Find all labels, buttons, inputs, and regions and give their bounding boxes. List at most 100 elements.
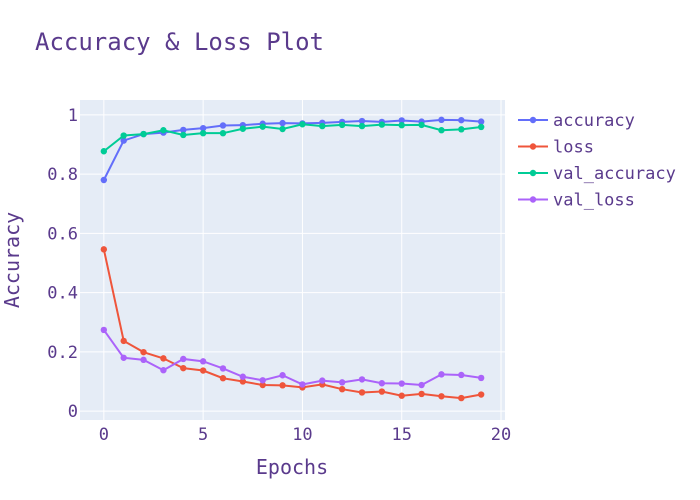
series-line [103,123,482,153]
series-val-loss [100,326,485,389]
data-point [398,117,405,124]
y-axis-ticks: 0 0.2 0.4 0.6 0.8 1 [47,106,78,422]
data-point [140,348,147,356]
legend-marker-icon [529,143,537,150]
data-point [299,381,306,388]
x-tick-label: 20 [491,425,511,445]
data-point [477,118,485,125]
data-point [160,127,167,134]
data-point [180,126,187,134]
data-point [358,376,366,383]
data-point [338,121,346,129]
series-val-accuracy [100,121,485,155]
legend[interactable]: accuracy loss val_accuracy val_loss [518,111,676,211]
x-tick-label: 10 [292,425,312,445]
series-line [102,118,482,181]
data-point [418,381,425,389]
legend-item-val-accuracy[interactable]: val_accuracy [518,164,676,184]
data-point [358,389,366,396]
data-point [338,385,346,393]
series-line [103,329,482,387]
data-point [160,355,167,362]
legend-marker-icon [529,169,537,177]
data-point [259,377,266,384]
y-tick-label: 1 [68,106,78,126]
data-point [398,380,405,387]
data-point [180,355,187,363]
data-point [378,380,386,387]
series-layer [100,116,485,402]
grid-lines [80,100,505,420]
data-point [477,374,485,382]
data-point [458,116,465,124]
legend-label: loss [553,138,594,158]
legend-label: val_accuracy [553,164,676,184]
data-point [438,127,445,134]
data-point [120,137,127,144]
legend-label: accuracy [553,111,635,131]
data-point [259,381,266,389]
data-point [279,382,286,389]
data-point [140,130,147,138]
data-point [239,373,247,380]
series-accuracy [100,116,485,184]
data-point [219,122,227,129]
plot-area [80,100,505,420]
data-point [319,377,326,384]
data-point [378,121,386,128]
x-tick-label: 5 [198,425,208,445]
data-point [279,119,286,127]
legend-marker-icon [529,196,537,203]
data-point [239,125,247,132]
data-point [418,390,425,398]
y-tick-label: 0.8 [47,165,78,185]
data-point [199,367,207,374]
data-point [219,375,227,382]
legend-label: val_loss [553,191,635,211]
data-point [219,129,227,137]
data-point [378,388,386,395]
data-point [160,367,167,374]
data-point [358,122,366,130]
data-point [398,121,405,129]
y-tick-label: 0.6 [47,224,78,244]
data-point [199,358,207,365]
data-point [140,356,147,364]
x-tick-label: 15 [391,425,411,445]
data-point [319,122,326,130]
data-point [219,365,227,372]
data-point [100,246,108,253]
data-point [458,371,465,379]
data-point [438,371,445,378]
data-point [180,364,187,372]
data-point [199,124,207,132]
x-tick-label: 0 [99,425,109,445]
data-point [120,132,127,139]
legend-item-val-loss[interactable]: val_loss [518,191,635,211]
data-point [477,123,485,131]
legend-item-loss[interactable]: loss [518,138,594,158]
y-tick-label: 0.4 [47,284,78,304]
data-point [100,176,108,184]
y-tick-label: 0 [68,402,78,422]
data-point [279,125,286,133]
x-axis-label: Epochs [256,455,328,479]
data-point [180,131,187,139]
data-point [458,126,465,133]
data-point [477,391,485,398]
data-point [239,378,247,385]
data-point [438,116,445,124]
data-point [358,117,366,125]
x-axis-ticks: 0 5 10 15 20 [99,425,512,445]
y-axis-label: Accuracy [0,212,24,308]
data-point [259,123,266,130]
chart-title: Accuracy & Loss Plot [35,28,324,56]
data-point [100,326,108,334]
data-point [120,337,127,345]
legend-item-accuracy[interactable]: accuracy [518,111,635,131]
data-point [458,394,465,402]
legend-marker-icon [529,116,537,124]
data-point [120,354,127,361]
series-line [102,249,482,400]
